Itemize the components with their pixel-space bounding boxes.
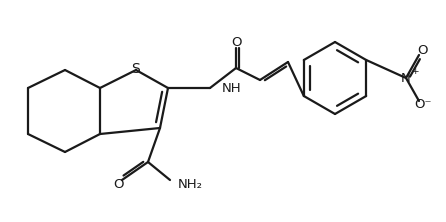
Text: O: O [418, 44, 428, 57]
Text: N: N [401, 71, 411, 85]
Text: O: O [231, 36, 241, 48]
Text: NH: NH [222, 81, 242, 95]
Text: +: + [411, 67, 418, 77]
Text: NH₂: NH₂ [178, 178, 203, 192]
Text: S: S [132, 62, 140, 76]
Text: O: O [113, 178, 123, 192]
Text: O⁻: O⁻ [414, 99, 432, 111]
